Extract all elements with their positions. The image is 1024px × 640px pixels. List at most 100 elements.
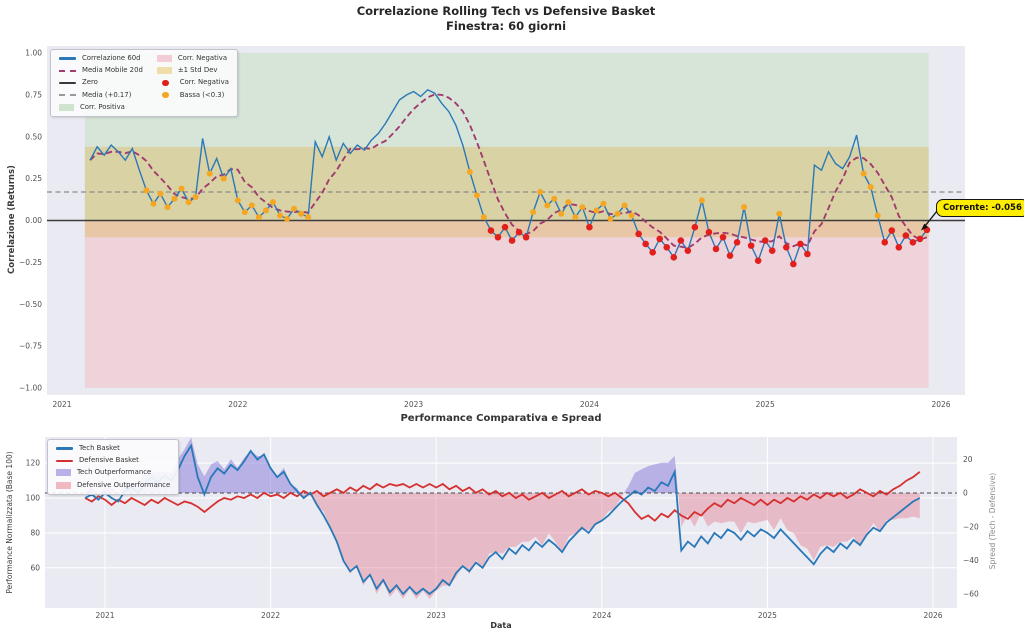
low-corr-dot [579,204,586,211]
legend-item: Defensive Basket [56,457,170,465]
legend-item: Tech Outperformance [56,469,170,477]
low-corr-dot [874,212,881,219]
legend-swatch-patch [156,55,172,63]
top-y-tick: −0.50 [19,300,42,309]
low-corr-dot [192,194,199,201]
negative-corr-dot [663,244,671,251]
top-y-tick: 0.75 [25,90,42,99]
bottom-x-tick: 2025 [758,611,777,620]
legend-item-label: Bassa (<0.3) [179,90,225,99]
negative-corr-dot [515,228,523,236]
negative-corr-dot [790,260,797,268]
top-chart-legend: Correlazione 60d Media Mobile 20d Zero Medi… [50,49,238,117]
tech-basket-line [84,443,921,596]
negative-corr-dot [782,244,790,251]
top-x-tick: 2023 [404,400,423,409]
low-corr-dot [698,197,705,204]
bottom-x-tick: 2024 [592,611,611,620]
legend-item: Corr. Positiva [59,103,143,111]
low-corr-dot [150,200,157,207]
negative-corr-dot [635,230,642,238]
negative-corr-dot [670,254,678,261]
top-y-tick: −1.00 [19,384,42,393]
bottom-y-axis-label-left: Performance Normalizzata (Base 100) [5,451,14,594]
bottom-y-tick-left: 100 [26,494,41,503]
bottom-y-tick-left: 120 [26,459,41,468]
legend-swatch-dash [59,69,76,72]
top-x-tick: 2024 [580,400,599,409]
legend-item: Corr. Negativa [156,55,229,63]
legend-item: Corr. Negativa [157,79,229,87]
negative-corr-dot [656,235,664,243]
low-corr-dot [164,204,171,211]
low-corr-dot [544,202,551,209]
negative-corr-dot [691,223,699,231]
legend-item-label: Defensive Outperformance [77,480,171,489]
bottom-x-tick: 2023 [427,611,446,620]
low-corr-dot [185,199,192,206]
top-y-tick: 0.50 [25,132,42,141]
negative-corr-dot [768,247,776,254]
legend-item-label: Tech Outperformance [77,468,152,477]
negative-corr-dot [586,223,593,231]
legend-swatch-line [56,447,73,451]
legend-column: Corr. Negativa ±1 Std Dev Corr. Negativa Ba… [156,55,229,111]
bottom-chart-legend: Tech Basket Defensive Basket Tech Outperfo… [47,439,180,495]
negative-corr-dot [804,250,811,258]
legend-item: Zero [59,79,143,87]
bottom-y-tick-left: 80 [30,529,40,538]
low-corr-dot [860,170,867,177]
low-corr-dot [248,202,255,209]
bottom-x-tick: 2021 [95,611,114,620]
low-corr-dot [621,202,628,209]
top-x-tick: 2025 [756,400,775,409]
negative-corr-dot [712,245,720,253]
legend-swatch-patch [56,469,71,477]
bottom-x-tick: 2026 [923,611,942,620]
negative-corr-dot [797,240,804,248]
low-corr-dot [284,215,291,222]
low-corr-dot [157,190,164,197]
low-corr-dot [530,209,537,216]
low-corr-dot [628,212,635,219]
negative-corr-dot [719,233,727,241]
annotation-arrow [924,210,938,227]
negative-corr-dot [726,252,734,259]
top-y-tick: 0.25 [25,174,42,183]
legend-item: ±1 Std Dev [156,66,229,75]
top-y-tick: 1.00 [25,49,42,58]
legend-item: Media (+0.17) [59,91,143,99]
low-corr-dot [276,212,283,219]
negative-corr-dot [705,228,713,236]
legend-swatch-patch [56,481,71,489]
top-x-tick: 2021 [52,400,71,409]
low-corr-dot [178,185,185,192]
negative-corr-dot [649,249,656,256]
legend-item-label: Correlazione 60d [82,54,141,63]
low-corr-dot [537,189,544,196]
legend-item: Defensive Outperformance [56,481,170,489]
legend-item-label: ±1 Std Dev [177,66,218,75]
top-y-tick: −0.25 [19,258,42,267]
top-chart: 1.00 0.75 0.50 0.25 0.00 −0.25 −0.50 −0.75 −1.00… [19,46,965,409]
negative-corr-dot [684,247,692,254]
legend-item-label: Zero [82,78,98,87]
legend-swatch-line [56,459,73,463]
defensive-basket-line [84,471,921,522]
negative-corr-dot [902,232,910,239]
legend-column: Tech Basket Defensive Basket Tech Outperfo… [56,445,170,489]
legend-item: Tech Basket [56,445,170,453]
legend-item: Correlazione 60d [59,55,143,63]
bottom-y-tick-left: 60 [30,563,40,572]
negative-corr-dot [494,233,502,241]
legend-item-label: Corr. Positiva [80,102,125,111]
top-chart-subtitle: Finestra: 60 giorni [445,19,567,33]
low-corr-dot [565,199,572,206]
negative-corr-dot [888,227,896,234]
bottom-y-tick-right: −20 [963,522,979,531]
low-corr-dot [171,195,178,202]
bottom-chart-title: Performance Comparativa e Spread [400,413,602,424]
low-corr-dot [551,195,558,202]
